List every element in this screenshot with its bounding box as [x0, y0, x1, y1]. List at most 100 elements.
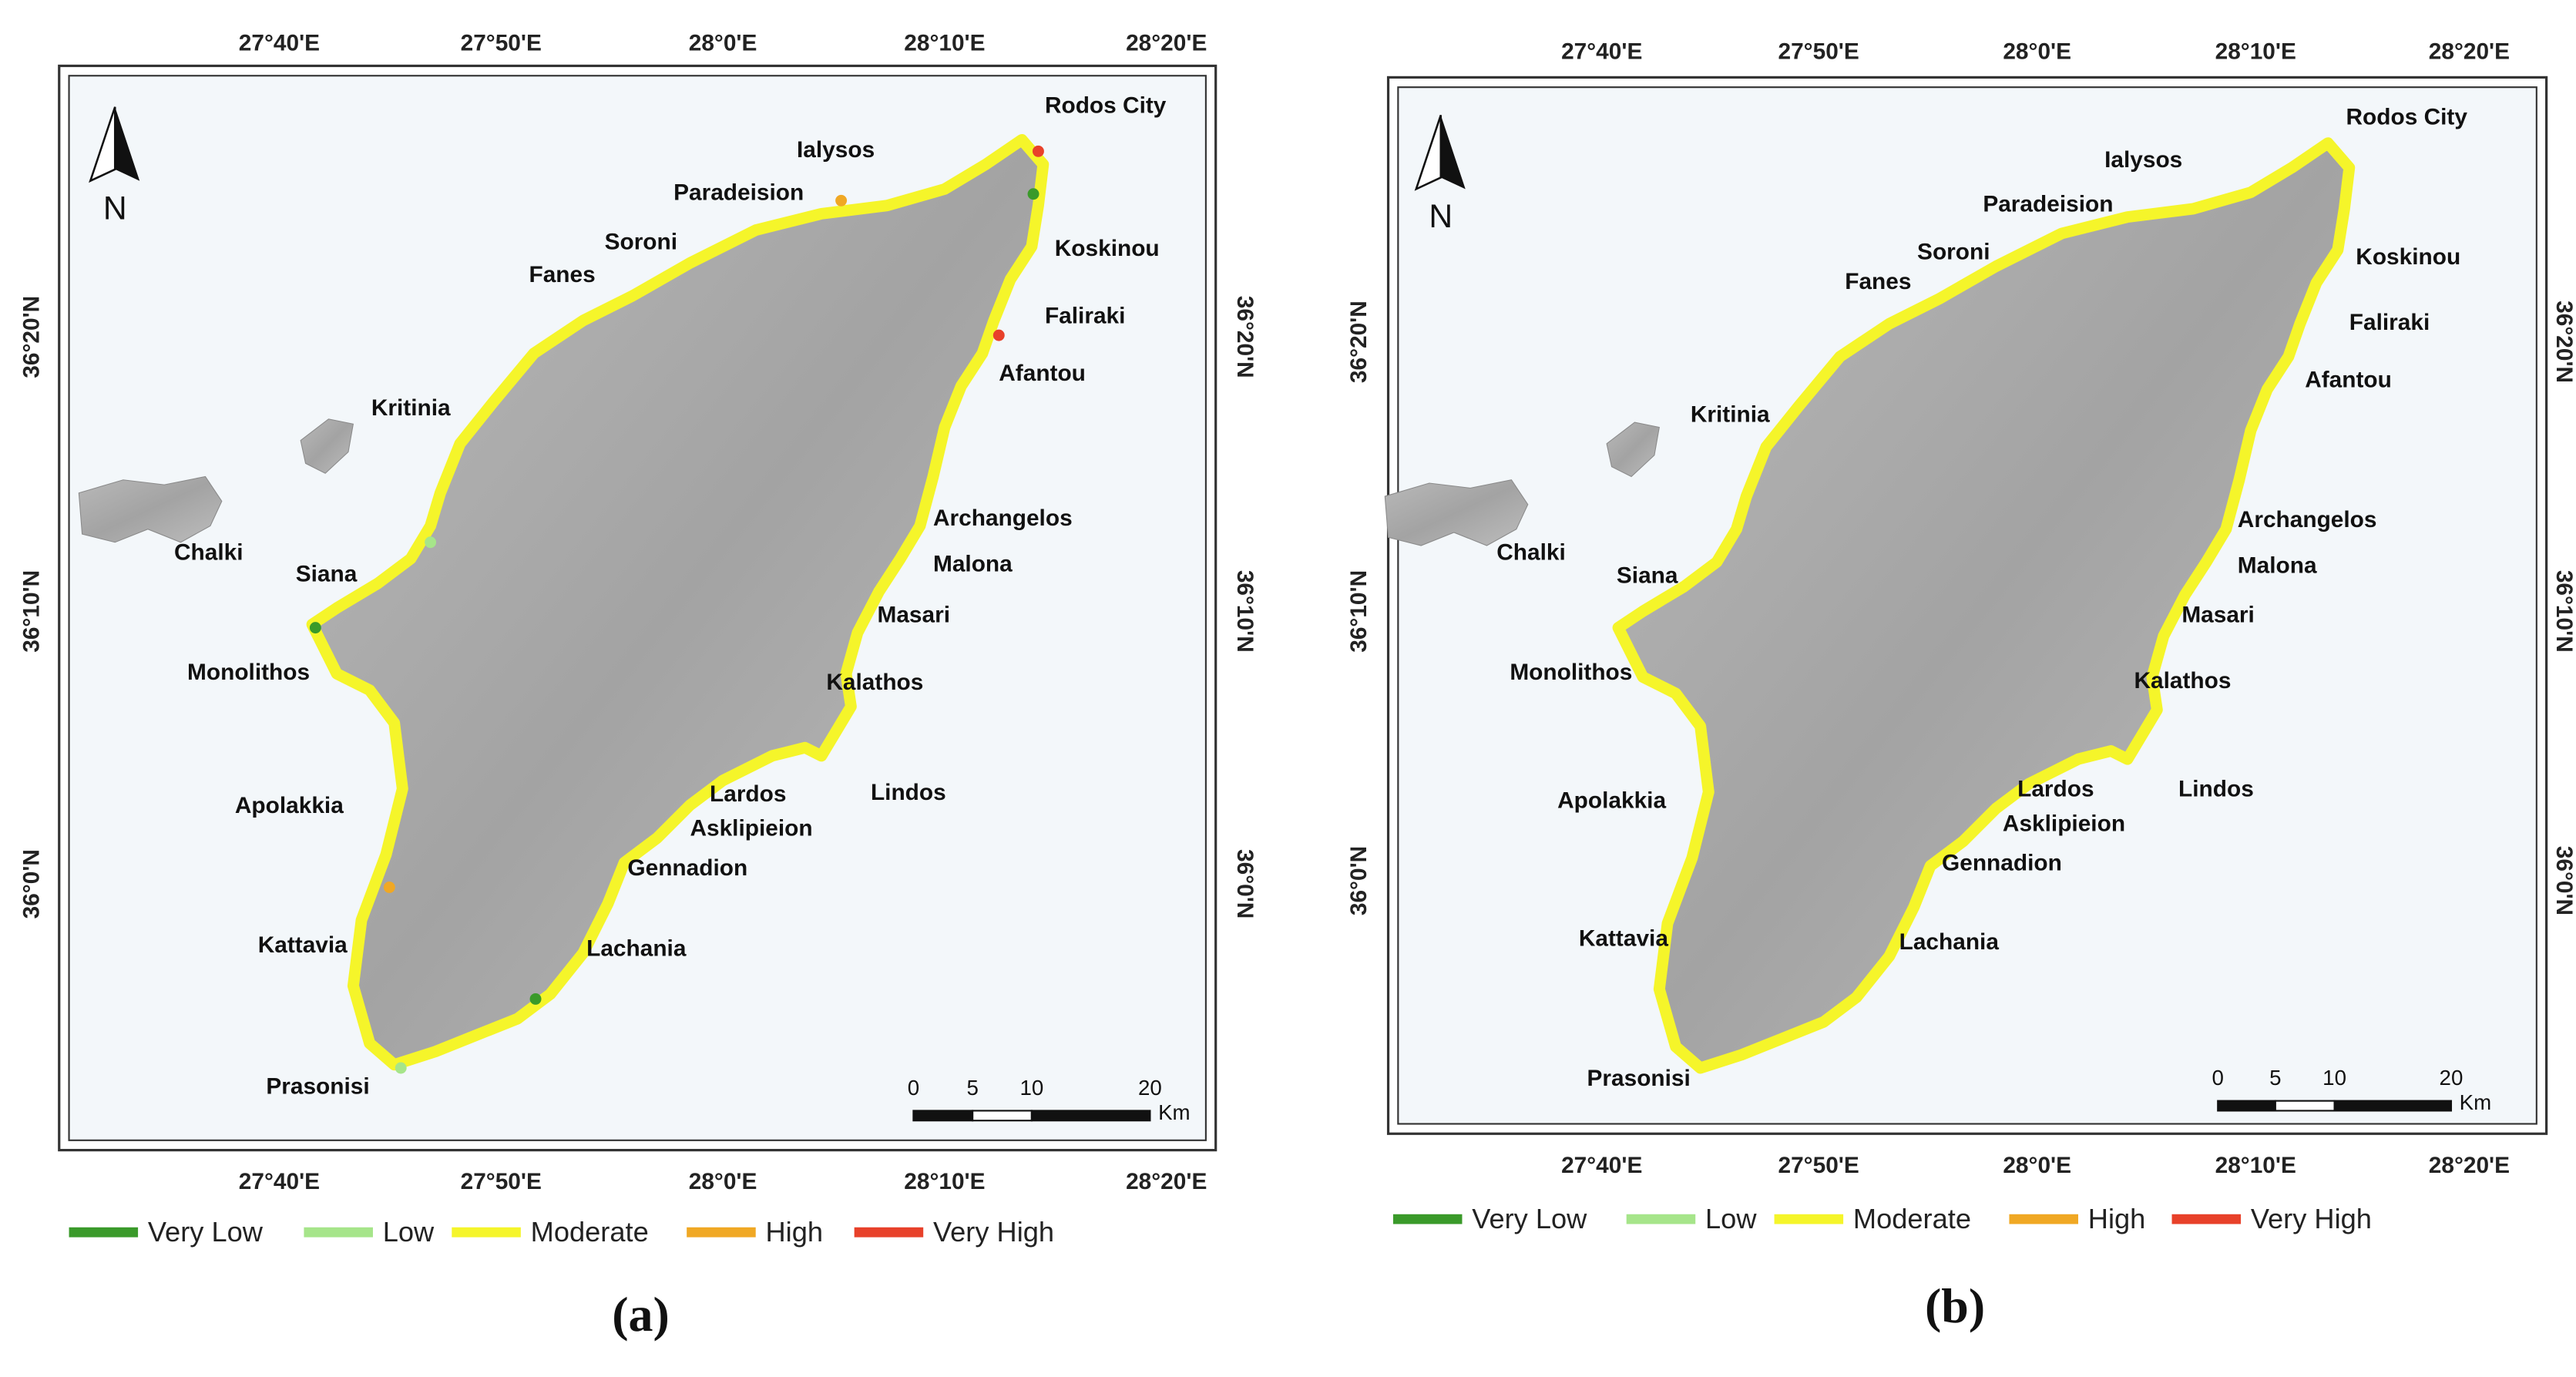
place-label: Soroni: [1917, 239, 1990, 264]
place-label: Faliraki: [2349, 310, 2430, 335]
scale-tick: 5: [966, 1076, 978, 1100]
legend-label: Moderate: [1853, 1203, 1971, 1234]
place-label: Ialysos: [797, 137, 875, 163]
lon-label: 28°10'E: [2215, 39, 2296, 64]
lat-label: 36°0'N: [1232, 849, 1258, 919]
place-label: Faliraki: [1045, 304, 1125, 329]
place-label: Rodos City: [2346, 105, 2468, 130]
place-label: Gennadion: [1942, 851, 2062, 876]
place-label: Chalki: [1496, 540, 1566, 566]
lat-label: 36°0'N: [2551, 846, 2576, 915]
lat-label: 36°20'N: [1346, 301, 1372, 383]
place-label: Apolakkia: [235, 793, 344, 818]
lon-label: 28°0'E: [689, 1169, 757, 1194]
lon-label: 28°10'E: [904, 31, 985, 56]
legend-label: Low: [1705, 1203, 1757, 1234]
islet: [1606, 421, 1660, 478]
scale-bar-segment: [2217, 1100, 2276, 1112]
legend-label: High: [2088, 1203, 2146, 1234]
place-label: Kritinia: [371, 395, 451, 421]
scale-bar-segment: [1030, 1110, 1151, 1122]
land: [1384, 137, 2356, 1074]
lon-label: 27°50'E: [1778, 1153, 1859, 1178]
place-label: Masari: [2181, 603, 2255, 628]
scale-bar-segment: [972, 1110, 1033, 1122]
place-label: Afantou: [999, 361, 1086, 386]
north-arrow-outline: [89, 106, 116, 183]
place-label: Siana: [296, 561, 358, 586]
scale-tick: 10: [2322, 1066, 2346, 1090]
lat-label: 36°20'N: [19, 296, 45, 378]
panel-caption: (a): [612, 1287, 670, 1342]
lon-label: 28°20'E: [2429, 1153, 2510, 1178]
place-label: Prasonisi: [1587, 1066, 1691, 1091]
north-arrow-outline: [1414, 115, 1442, 191]
lon-label: 28°0'E: [689, 31, 757, 56]
lon-label: 27°50'E: [461, 1169, 542, 1194]
place-label: Paradeision: [673, 180, 804, 206]
north-label: N: [103, 190, 127, 227]
place-label: Malona: [933, 551, 1013, 576]
scale-tick: 20: [1138, 1076, 1162, 1100]
chalki-island: [1384, 479, 1529, 546]
lat-label: 36°10'N: [1346, 570, 1372, 653]
coast-spot: [835, 194, 848, 207]
coast-spot: [992, 329, 1005, 341]
place-label: Ialysos: [2104, 147, 2182, 173]
place-label: Lindos: [2178, 777, 2254, 802]
lon-label: 28°20'E: [1126, 1169, 1207, 1194]
place-label: Asklipieion: [690, 816, 812, 841]
place-label: Fanes: [529, 262, 596, 287]
lon-label: 28°0'E: [2003, 39, 2071, 64]
place-label: Lardos: [2017, 777, 2094, 802]
lon-label: 28°20'E: [1126, 31, 1207, 56]
scale-tick: 10: [1019, 1076, 1043, 1100]
place-label: Gennadion: [627, 855, 747, 881]
coast-spot: [309, 622, 321, 634]
legend-label: Very Low: [148, 1216, 264, 1248]
place-label: Afantou: [2305, 368, 2392, 393]
place-label: Kalathos: [2134, 668, 2231, 694]
north-arrow: [115, 106, 140, 181]
scale-bar-segment: [912, 1110, 974, 1122]
place-label: Lindos: [871, 780, 946, 805]
scale-unit: Km: [2460, 1090, 2492, 1114]
place-label: Lardos: [710, 781, 786, 807]
place-label: Lachania: [586, 935, 687, 961]
place-label: Lachania: [1899, 929, 2000, 955]
place-label: Apolakkia: [1557, 788, 1666, 813]
place-label: Koskinou: [1055, 236, 1160, 261]
place-label: Malona: [2238, 553, 2317, 579]
lon-label: 27°40'E: [239, 31, 320, 56]
place-label: Rodos City: [1045, 93, 1167, 119]
lon-label: 27°40'E: [1561, 39, 1642, 64]
place-label: Archangelos: [933, 505, 1073, 531]
lon-label: 28°0'E: [2003, 1153, 2071, 1178]
place-label: Fanes: [1845, 269, 1911, 294]
place-label: Kalathos: [826, 670, 923, 695]
lat-label: 36°10'N: [1232, 570, 1258, 653]
coast-spot: [529, 992, 542, 1005]
coast-spot: [1032, 145, 1044, 157]
scale-tick: 0: [2212, 1066, 2224, 1090]
legend-label: High: [766, 1216, 824, 1248]
place-label: Soroni: [605, 230, 677, 255]
place-label: Monolithos: [1510, 660, 1632, 685]
place-label: Siana: [1617, 563, 1678, 588]
lon-label: 27°40'E: [239, 1169, 320, 1194]
islet: [300, 418, 354, 474]
scale-bar-segment: [2333, 1100, 2453, 1112]
lon-label: 28°20'E: [2429, 39, 2510, 64]
lon-label: 27°50'E: [461, 31, 542, 56]
lon-label: 27°40'E: [1561, 1153, 1642, 1178]
scale-tick: 20: [2440, 1066, 2463, 1090]
lon-label: 28°10'E: [904, 1169, 985, 1194]
scale-unit: Km: [1158, 1100, 1191, 1124]
place-label: Kritinia: [1691, 401, 1770, 427]
north-label: N: [1429, 198, 1453, 235]
legend-label: Very High: [2251, 1203, 2372, 1234]
lat-label: 36°0'N: [19, 849, 45, 919]
coast-spot: [1027, 188, 1039, 200]
place-label: Masari: [877, 603, 950, 628]
